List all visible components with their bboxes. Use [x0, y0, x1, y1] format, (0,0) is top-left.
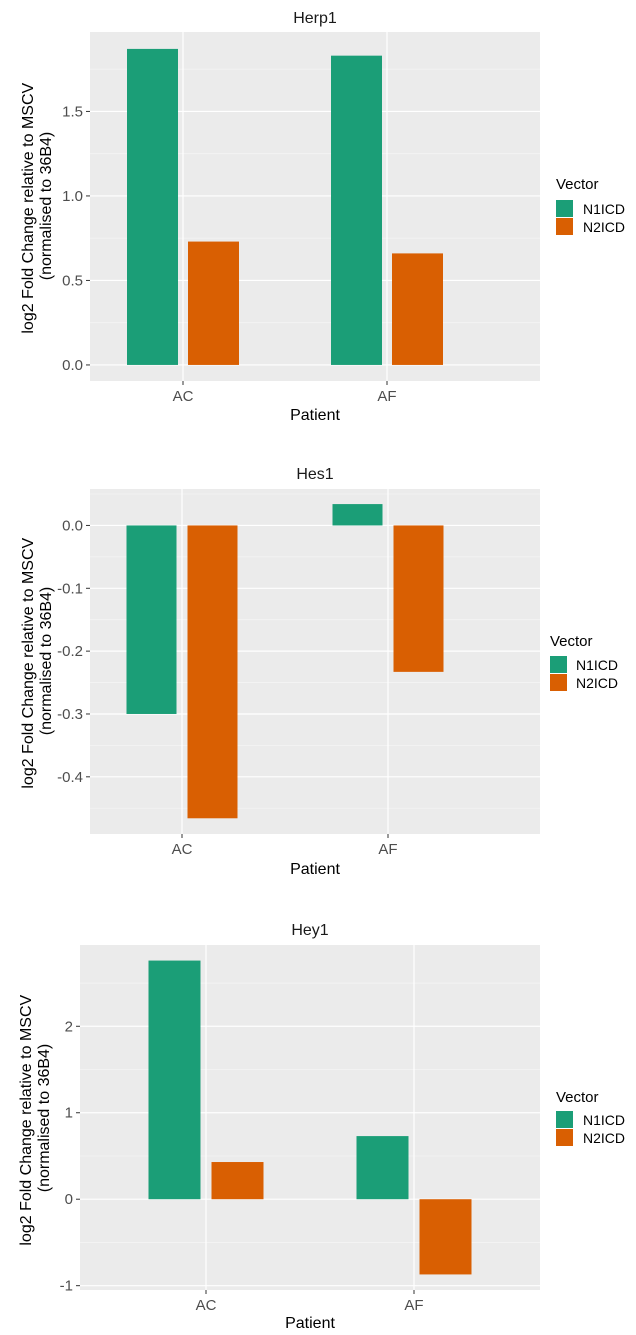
bars: [126, 504, 444, 819]
y-tick-label: 0.5: [62, 272, 83, 289]
x-tick-label: AF: [377, 388, 396, 405]
x-axis-ticks: AC AF: [196, 1290, 424, 1314]
legend-swatch-n2icd: [550, 674, 567, 691]
x-axis-ticks: AC AF: [172, 834, 398, 858]
legend-label-n2icd: N2ICD: [583, 219, 625, 235]
y-tick-label: 2: [65, 1018, 73, 1035]
chart-title: Hes1: [296, 466, 333, 483]
legend-title: Vector: [556, 1089, 599, 1106]
legend: Vector N1ICD N2ICD: [556, 1089, 625, 1146]
x-axis-title: Patient: [285, 1315, 335, 1332]
legend-swatch-n1icd: [550, 656, 567, 673]
y-tick-label: -0.1: [57, 580, 83, 597]
y-axis-ticks: -1 0 1 2: [60, 1018, 80, 1295]
legend-label-n1icd: N1ICD: [576, 657, 618, 673]
y-tick-label: 1.0: [62, 188, 83, 205]
x-tick-label: AF: [404, 1297, 423, 1314]
y-axis-title-line-2: (normalised to 36B4): [36, 1044, 53, 1193]
legend-swatch-n1icd: [556, 1111, 573, 1128]
y-tick-label: 0: [65, 1191, 73, 1208]
chart-title: Herp1: [293, 10, 337, 27]
y-axis-title: log2 Fold Change relative to MSCV (norma…: [18, 990, 53, 1245]
bars: [127, 48, 443, 365]
y-tick-label: 0.0: [62, 357, 83, 374]
legend-label-n1icd: N1ICD: [583, 201, 625, 217]
bar-n1icd-ac: [126, 525, 177, 714]
bar-n2icd-ac: [187, 525, 238, 819]
y-axis-title-line-1: log2 Fold Change relative to MSCV: [20, 538, 37, 789]
x-axis-ticks: AC AF: [173, 381, 397, 405]
x-tick-label: AC: [196, 1297, 217, 1314]
y-tick-label: -0.4: [57, 769, 83, 786]
x-tick-label: AC: [172, 841, 193, 858]
bar-n1icd-ac: [127, 48, 178, 365]
y-tick-label: -0.2: [57, 643, 83, 660]
y-tick-label: 1.5: [62, 103, 83, 120]
x-tick-label: AC: [173, 388, 194, 405]
y-axis-title-line-2: (normalised to 36B4): [38, 132, 55, 281]
legend-swatch-n2icd: [556, 1129, 573, 1146]
y-tick-label: -1: [60, 1278, 73, 1295]
bar-n2icd-ac: [211, 1162, 264, 1200]
bar-n1icd-af: [331, 55, 382, 365]
bar-n2icd-af: [393, 525, 444, 672]
bar-n1icd-af: [332, 504, 383, 526]
legend-swatch-n1icd: [556, 200, 573, 217]
chart-title: Hey1: [291, 922, 328, 939]
bar-n2icd-af: [392, 253, 443, 365]
legend: Vector N1ICD N2ICD: [550, 633, 618, 691]
legend-title: Vector: [550, 633, 593, 650]
y-axis-title: log2 Fold Change relative to MSCV (norma…: [20, 78, 55, 333]
chart-panel-3: -1 0 1 2 AC AF Hey1 Patient log2 Fold Change…: [18, 922, 625, 1332]
legend: Vector N1ICD N2ICD: [556, 176, 625, 235]
y-axis-title-line-1: log2 Fold Change relative to MSCV: [20, 83, 37, 334]
legend-label-n2icd: N2ICD: [576, 675, 618, 691]
y-axis-title-line-1: log2 Fold Change relative to MSCV: [18, 995, 35, 1246]
legend-label-n2icd: N2ICD: [583, 1130, 625, 1146]
legend-title: Vector: [556, 176, 599, 193]
chart-panel-1: 0.0 0.5 1.0 1.5 AC AF Herp1 Patient log2 Fol…: [20, 10, 625, 424]
y-tick-label: 0.0: [62, 517, 83, 534]
chart-panel-2: 0.0 -0.1 -0.2 -0.3 -0.4 AC AF Hes1 Patient lo…: [20, 466, 618, 878]
x-tick-label: AF: [378, 841, 397, 858]
x-axis-title: Patient: [290, 861, 340, 878]
y-tick-label: -0.3: [57, 706, 83, 723]
y-axis-title-line-2: (normalised to 36B4): [38, 587, 55, 736]
bar-n1icd-af: [356, 1136, 409, 1200]
x-axis-title: Patient: [290, 407, 340, 424]
bar-n1icd-ac: [148, 960, 201, 1200]
bar-n2icd-af: [419, 1199, 472, 1275]
bar-n2icd-ac: [188, 241, 239, 365]
legend-label-n1icd: N1ICD: [583, 1112, 625, 1128]
y-axis-ticks: 0.0 0.5 1.0 1.5: [62, 103, 90, 374]
bars: [148, 960, 472, 1275]
y-tick-label: 1: [65, 1105, 73, 1122]
legend-swatch-n2icd: [556, 218, 573, 235]
y-axis-title: log2 Fold Change relative to MSCV (norma…: [20, 533, 55, 788]
y-axis-ticks: 0.0 -0.1 -0.2 -0.3 -0.4: [57, 517, 90, 786]
